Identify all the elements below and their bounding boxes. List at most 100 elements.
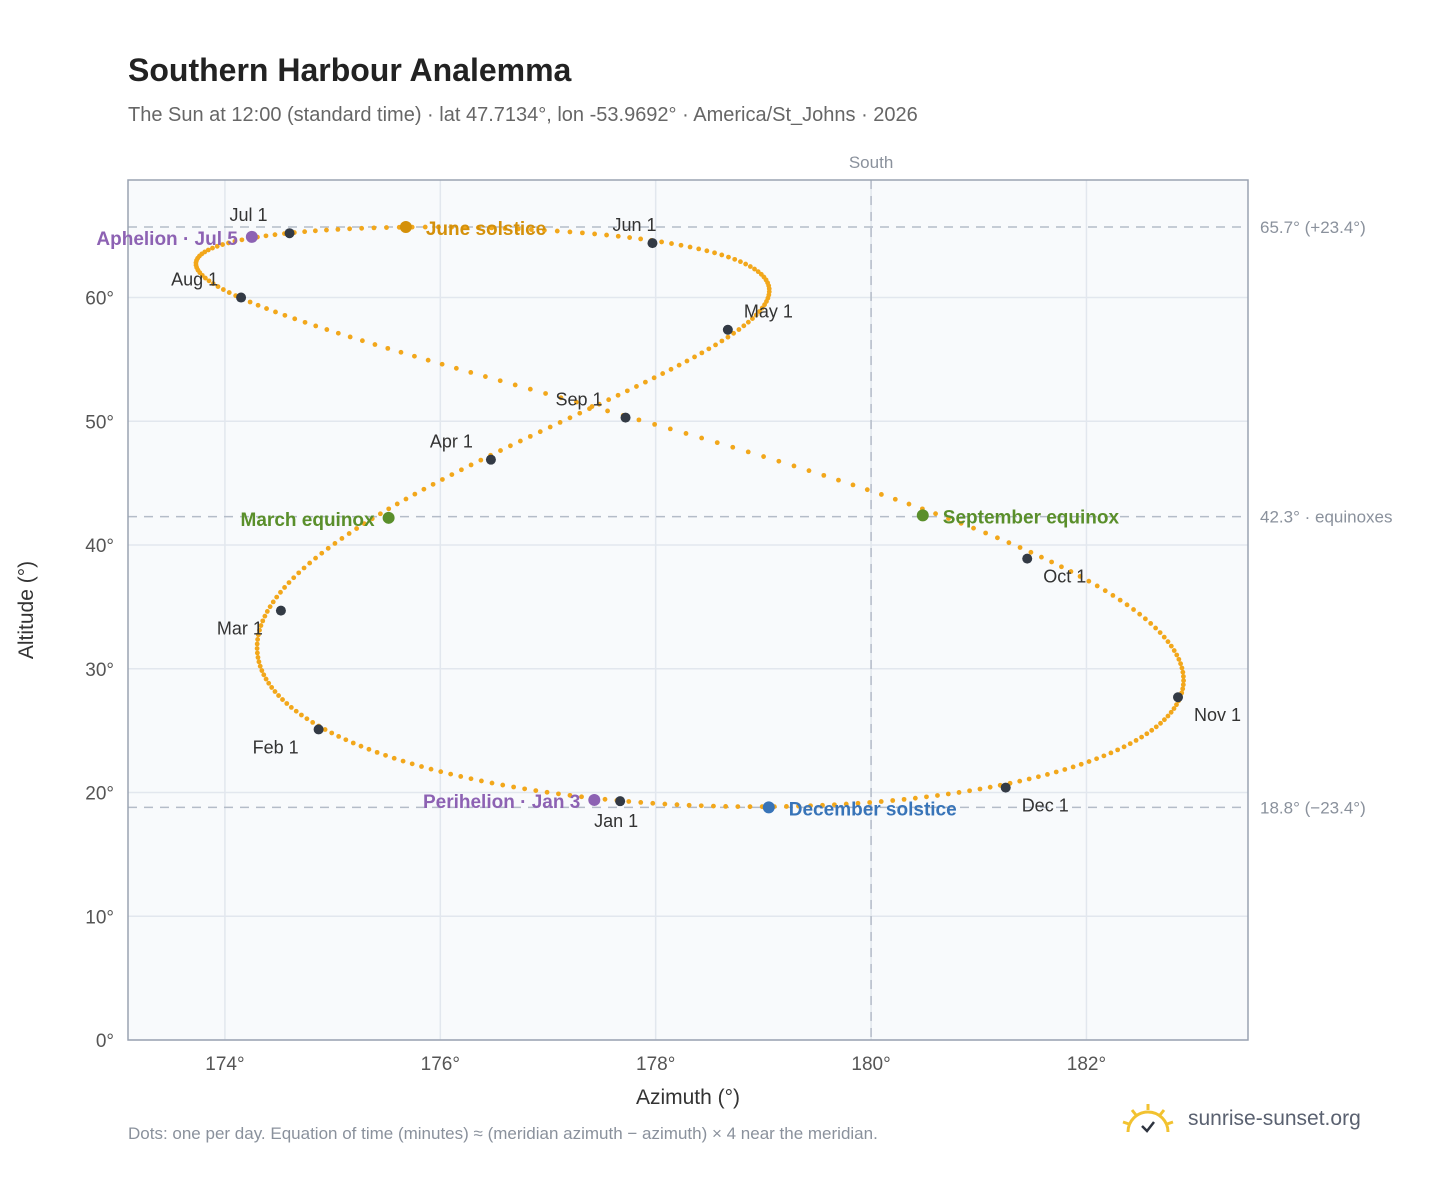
- daily-dot: [272, 232, 278, 238]
- daily-dot: [602, 796, 608, 802]
- meridian-line: South: [849, 153, 893, 1040]
- reference-line-label: 18.8° (−23.4°): [1260, 798, 1366, 817]
- daily-dot: [1039, 554, 1044, 560]
- daily-dot: [508, 443, 513, 449]
- daily-dot: [1101, 753, 1107, 759]
- chart-title: Southern Harbour Analemma: [128, 52, 572, 88]
- daily-dot: [291, 575, 297, 581]
- daily-dot: [255, 655, 261, 660]
- daily-dot: [924, 794, 929, 800]
- brand-name: sunrise-sunset.org: [1188, 1107, 1361, 1130]
- daily-dot: [650, 800, 656, 806]
- daily-dot: [226, 240, 231, 246]
- daily-dot: [615, 392, 621, 398]
- daily-dot: [776, 458, 782, 464]
- daily-dot: [596, 401, 602, 407]
- daily-dot: [288, 704, 294, 710]
- month-marker-label: Oct 1: [1043, 567, 1086, 587]
- daily-dot: [1077, 573, 1083, 579]
- daily-dot: [489, 225, 495, 231]
- daily-dot: [753, 312, 759, 318]
- daily-dot: [750, 316, 755, 321]
- daily-dot: [1127, 741, 1133, 747]
- daily-dot: [699, 350, 705, 356]
- daily-dot: [796, 803, 801, 809]
- daily-dot: [292, 316, 298, 322]
- month-marker: [1000, 782, 1011, 793]
- daily-dot: [502, 226, 508, 231]
- event-markers: June solstice December solstice March equi…: [96, 219, 1119, 820]
- daily-dot: [1006, 540, 1012, 546]
- daily-dot: [579, 794, 584, 800]
- daily-dot: [359, 225, 365, 231]
- daily-dot: [1157, 630, 1163, 635]
- daily-dot: [1180, 682, 1186, 688]
- daily-dot: [398, 349, 404, 355]
- daily-dot: [735, 804, 741, 809]
- daily-dot: [347, 226, 353, 232]
- daily-dot: [757, 309, 762, 314]
- daily-dot: [855, 800, 861, 806]
- analemma-path: [193, 224, 1186, 810]
- daily-dot: [1178, 661, 1183, 667]
- daily-dot: [547, 424, 553, 430]
- month-marker: [1173, 692, 1183, 703]
- daily-dot: [867, 800, 873, 805]
- y-tick-label: 0°: [96, 1031, 114, 1052]
- daily-dot: [843, 801, 849, 807]
- daily-dot: [558, 395, 564, 401]
- daily-dot: [350, 740, 356, 746]
- daily-dot: [527, 386, 533, 392]
- daily-dot: [304, 716, 310, 722]
- daily-dot: [511, 784, 517, 790]
- daily-dot: [453, 365, 459, 371]
- daily-dot: [422, 224, 428, 230]
- daily-dot: [725, 334, 731, 340]
- daily-dot: [257, 627, 262, 633]
- x-tick-label: 174°: [205, 1054, 244, 1075]
- month-marker: [620, 412, 631, 423]
- daily-dot: [652, 421, 658, 427]
- daily-dot: [302, 229, 308, 235]
- daily-dot: [299, 712, 304, 718]
- daily-dot: [419, 764, 424, 769]
- daily-dot: [651, 375, 657, 381]
- daily-dot: [263, 676, 269, 682]
- daily-dot: [1153, 625, 1159, 631]
- daily-dot: [1161, 634, 1167, 640]
- daily-dot: [483, 374, 488, 379]
- daily-dot: [262, 613, 268, 619]
- daily-dot: [339, 536, 345, 541]
- daily-dot: [1086, 759, 1092, 764]
- daily-dot: [1028, 549, 1034, 555]
- daily-dot: [662, 801, 668, 807]
- daily-dot: [723, 804, 729, 809]
- daily-dot: [449, 224, 455, 230]
- daily-dot: [215, 284, 221, 289]
- daily-dot: [1168, 643, 1174, 649]
- y-axis-label: Altitude (°): [15, 561, 38, 659]
- month-marker-label: Jul 1: [230, 205, 268, 225]
- daily-dot: [282, 312, 288, 318]
- footnote: Dots: one per day. Equation of time (min…: [128, 1124, 878, 1143]
- daily-dot: [958, 520, 964, 526]
- daily-dot: [784, 804, 789, 809]
- daily-dot: [752, 266, 757, 272]
- daily-dot: [836, 477, 841, 483]
- daily-dot: [325, 545, 331, 551]
- brand[interactable]: sunrise-sunset.org: [1120, 1102, 1361, 1136]
- daily-dot: [1094, 756, 1099, 762]
- daily-dot: [335, 330, 341, 336]
- y-tick-label: 30°: [85, 660, 114, 681]
- daily-dot: [912, 795, 918, 801]
- month-marker-label: Jan 1: [594, 811, 638, 831]
- daily-dot: [260, 618, 266, 624]
- daily-dot: [1171, 648, 1177, 653]
- daily-dot: [1108, 750, 1114, 756]
- month-marker-label: Feb 1: [253, 737, 299, 757]
- reference-line-label: 42.3° · equinoxes: [1260, 508, 1393, 527]
- daily-dot: [255, 637, 261, 642]
- daily-dot: [1026, 776, 1032, 782]
- daily-dot: [699, 435, 705, 441]
- daily-dot: [732, 256, 738, 262]
